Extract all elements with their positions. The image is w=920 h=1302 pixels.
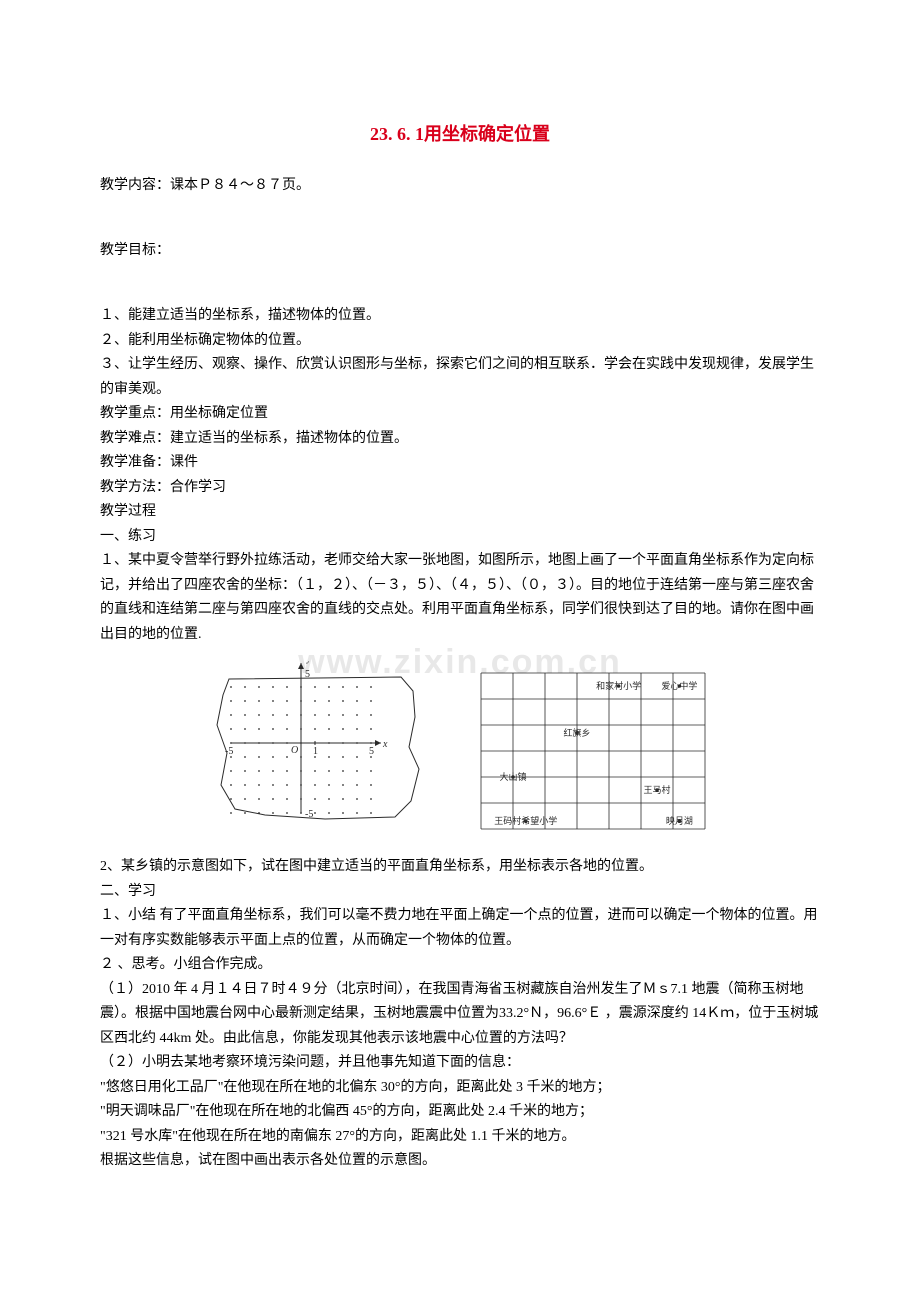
- svg-text:大山镇: 大山镇: [500, 771, 527, 782]
- svg-text:5: 5: [305, 669, 310, 680]
- body-section-b: 2、某乡镇的示意图如下，试在图中建立适当的平面直角坐标系，用坐标表示各地的位置。…: [100, 855, 820, 1174]
- body-line: ２、能利用坐标确定物体的位置。: [100, 329, 820, 354]
- body-section-a: 教学内容：课本Ｐ８４～８７页。 教学目标： １、能建立适当的坐标系，描述物体的位…: [100, 174, 820, 647]
- body-line: １、某中夏令营举行野外拉练活动，老师交给大家一张地图，如图所示，地图上画了一个平…: [100, 549, 820, 647]
- svg-text:1: 1: [313, 746, 318, 757]
- body-line: [100, 215, 820, 240]
- body-line: 根据这些信息，试在图中画出表示各处位置的示意图。: [100, 1149, 820, 1174]
- svg-text:y: y: [306, 661, 312, 664]
- svg-text:红旗乡: 红旗乡: [564, 727, 591, 738]
- svg-text:映月湖: 映月湖: [666, 815, 693, 826]
- body-line: 教学目标：: [100, 239, 820, 264]
- svg-text:O: O: [291, 745, 298, 756]
- body-line: [100, 280, 820, 305]
- body-line: 教学方法：合作学习: [100, 476, 820, 501]
- figure-1: O 1 5 -5 5 -5 x y: [205, 661, 425, 841]
- body-line: ２ 、思考。小组合作完成。: [100, 953, 820, 978]
- body-line: "321 号水库"在他现在所在地的南偏东 27°的方向，距离此处 1.1 千米的…: [100, 1125, 820, 1150]
- figures-row: www.zixin.com.cn O15-55-5xy 和家村小学爱心中学红旗乡…: [100, 661, 820, 841]
- svg-text:爱心中学: 爱心中学: [661, 680, 697, 691]
- figure-2: 和家村小学 爱心中学红旗乡大山镇王马村王码村希望小学 映月湖: [465, 661, 715, 841]
- body-line: （１）2010 年 4 月１４日７时４９分（北京时间），在我国青海省玉树藏族自治…: [100, 978, 820, 1052]
- page-title: 23. 6. 1用坐标确定位置: [100, 120, 820, 146]
- svg-text:王码村希望小学: 王码村希望小学: [494, 815, 557, 826]
- body-line: 教学难点：建立适当的坐标系，描述物体的位置。: [100, 427, 820, 452]
- title-text: 23. 6. 1用坐标确定位置: [370, 124, 550, 144]
- body-line: "明天调味品厂"在他现在所在地的北偏西 45°的方向，距离此处 2.4 千米的地…: [100, 1100, 820, 1125]
- body-line: 教学过程: [100, 500, 820, 525]
- svg-text:x: x: [382, 739, 388, 750]
- svg-text:王马村: 王马村: [644, 784, 671, 795]
- body-line: ３、让学生经历、观察、操作、欣赏认识图形与坐标，探索它们之间的相互联系．学会在实…: [100, 353, 820, 402]
- body-line: １、能建立适当的坐标系，描述物体的位置。: [100, 304, 820, 329]
- svg-text:-5: -5: [305, 809, 313, 820]
- svg-text:-5: -5: [225, 746, 233, 757]
- body-line: 一、练习: [100, 525, 820, 550]
- body-line: "悠悠日用化工品厂"在他现在所在地的北偏东 30°的方向，距离此处 3 千米的地…: [100, 1076, 820, 1101]
- svg-text:和家村小学: 和家村小学: [596, 680, 641, 691]
- coord-map-svg: O 1 5 -5 5 -5 x y: [205, 661, 425, 826]
- body-line: １、小结 有了平面直角坐标系，我们可以毫不费力地在平面上确定一个点的位置，进而可…: [100, 904, 820, 953]
- body-line: （２）小明去某地考察环境污染问题，并且他事先知道下面的信息：: [100, 1051, 820, 1076]
- body-line: 教学内容：课本Ｐ８４～８７页。: [100, 174, 820, 199]
- town-map-svg: 和家村小学 爱心中学红旗乡大山镇王马村王码村希望小学 映月湖: [465, 661, 715, 841]
- body-line: 二、学习: [100, 880, 820, 905]
- body-line: 2、某乡镇的示意图如下，试在图中建立适当的平面直角坐标系，用坐标表示各地的位置。: [100, 855, 820, 880]
- body-line: 教学准备：课件: [100, 451, 820, 476]
- body-line: 教学重点：用坐标确定位置: [100, 402, 820, 427]
- svg-text:5: 5: [369, 746, 374, 757]
